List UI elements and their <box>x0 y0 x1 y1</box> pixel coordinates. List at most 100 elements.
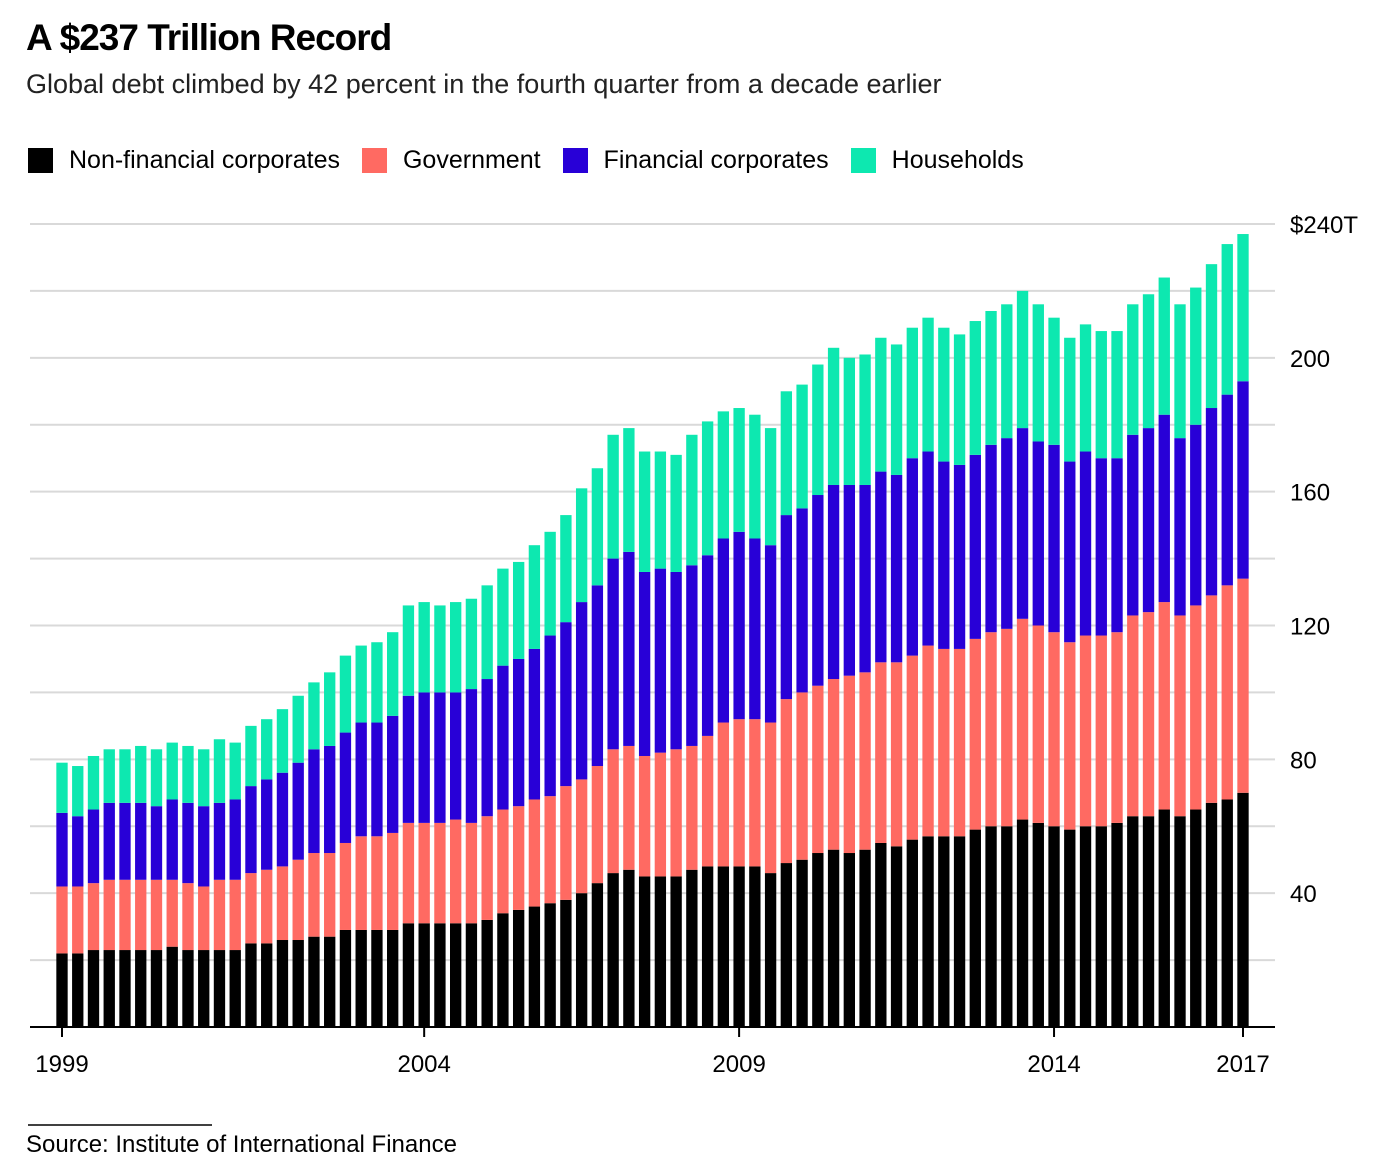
bar-segment <box>906 655 918 840</box>
bar-segment <box>465 689 478 823</box>
bar-segment <box>859 849 871 1027</box>
bar-segment <box>827 347 840 485</box>
bar-segment <box>890 662 903 847</box>
bar-segment <box>449 819 462 924</box>
bar-segment <box>355 836 367 930</box>
bar-segment <box>1221 799 1233 1027</box>
y-tick-label: 40 <box>1290 881 1317 908</box>
bar-segment <box>119 879 131 951</box>
bar-segment <box>1127 304 1139 435</box>
bar-segment <box>465 598 478 690</box>
bar-segment <box>1237 234 1249 382</box>
bar-segment <box>875 662 887 843</box>
bar-segment <box>1064 461 1076 643</box>
x-tick-label: 2017 <box>1216 1051 1269 1078</box>
bar-segment <box>670 876 682 1027</box>
bar-segment <box>387 715 399 833</box>
bar-segment <box>591 585 604 767</box>
bar-segment <box>1174 438 1186 616</box>
bar-segment <box>1079 324 1092 452</box>
bar-segment <box>1095 826 1107 1027</box>
bar-segment <box>292 859 304 941</box>
bar-segment <box>103 749 115 803</box>
bar-segment <box>544 531 556 636</box>
bar-segment <box>56 953 68 1027</box>
bar-segment <box>497 568 509 666</box>
bar-segment <box>229 879 241 951</box>
bar-segment <box>1174 816 1186 1027</box>
bar-segment <box>922 451 934 646</box>
bar-segment <box>560 515 572 623</box>
bar-segment <box>355 929 367 1027</box>
bar-segment <box>245 725 257 787</box>
bar-segment <box>182 802 194 884</box>
bar-segment <box>1079 635 1092 827</box>
bar-segment <box>292 695 304 763</box>
bar-segment <box>261 869 273 944</box>
bar-segment <box>591 766 604 884</box>
bar-segment <box>670 571 682 750</box>
bar-segment <box>906 458 918 656</box>
bar-segment <box>434 605 446 693</box>
bar-segment <box>1205 408 1218 596</box>
bar-segment <box>749 719 761 867</box>
legend-label: Households <box>891 146 1024 174</box>
bar-segment <box>780 699 793 864</box>
bar-segment <box>1158 414 1170 603</box>
bar-segment <box>717 722 730 867</box>
bar-segment <box>575 488 588 603</box>
y-tick-label: 160 <box>1290 480 1330 507</box>
bar-segment <box>371 722 383 837</box>
bar-segment <box>276 940 289 1027</box>
bar-segment <box>387 929 399 1027</box>
bar-segment <box>1190 424 1202 606</box>
bar-segment <box>387 632 399 716</box>
bar-segment <box>182 745 194 803</box>
bar-segment <box>481 679 493 817</box>
bar-segment <box>72 816 84 887</box>
bar-segment <box>1127 434 1139 616</box>
bar-segment <box>355 645 367 723</box>
bar-segment <box>560 899 572 1027</box>
bar-segment <box>859 672 871 850</box>
bar-segment <box>1127 615 1139 817</box>
bar-segment <box>890 344 903 475</box>
bar-segment <box>890 474 903 663</box>
bar-segment <box>670 749 682 877</box>
bar-segment <box>1095 635 1107 827</box>
bar-segment <box>1221 585 1233 800</box>
bar-segment <box>1111 458 1123 633</box>
bar-segment <box>654 451 667 569</box>
bar-segment <box>1158 602 1170 810</box>
bar-segment <box>1237 381 1249 579</box>
bar-segment <box>875 337 887 472</box>
bar-segment <box>733 408 745 532</box>
bar-segment <box>213 802 226 880</box>
bar-segment <box>733 866 745 1027</box>
bar-segment <box>1127 816 1139 1027</box>
bar-segment <box>198 806 210 887</box>
bar-segment <box>87 809 100 884</box>
bar-segment <box>938 836 950 1027</box>
bar-segment <box>1064 829 1076 1027</box>
bar-segment <box>1237 578 1249 793</box>
bar-segment <box>528 545 541 649</box>
bar-segment <box>371 642 383 723</box>
bar-segment <box>56 762 68 813</box>
bar-segment <box>749 414 761 539</box>
bar-segment <box>103 879 115 951</box>
bar-segment <box>906 839 918 1027</box>
bar-segment <box>261 779 273 870</box>
bar-segment <box>402 923 415 1027</box>
bar-segment <box>1079 826 1092 1027</box>
bar-segment <box>985 310 997 445</box>
bar-segment <box>890 846 903 1027</box>
bar-segment <box>701 555 714 736</box>
bar-segment <box>150 950 163 1027</box>
bar-segment <box>198 886 210 951</box>
bar-segment <box>938 327 950 462</box>
bar-segment <box>623 428 635 552</box>
bar-segment <box>166 742 178 800</box>
bar-segment <box>72 886 84 954</box>
